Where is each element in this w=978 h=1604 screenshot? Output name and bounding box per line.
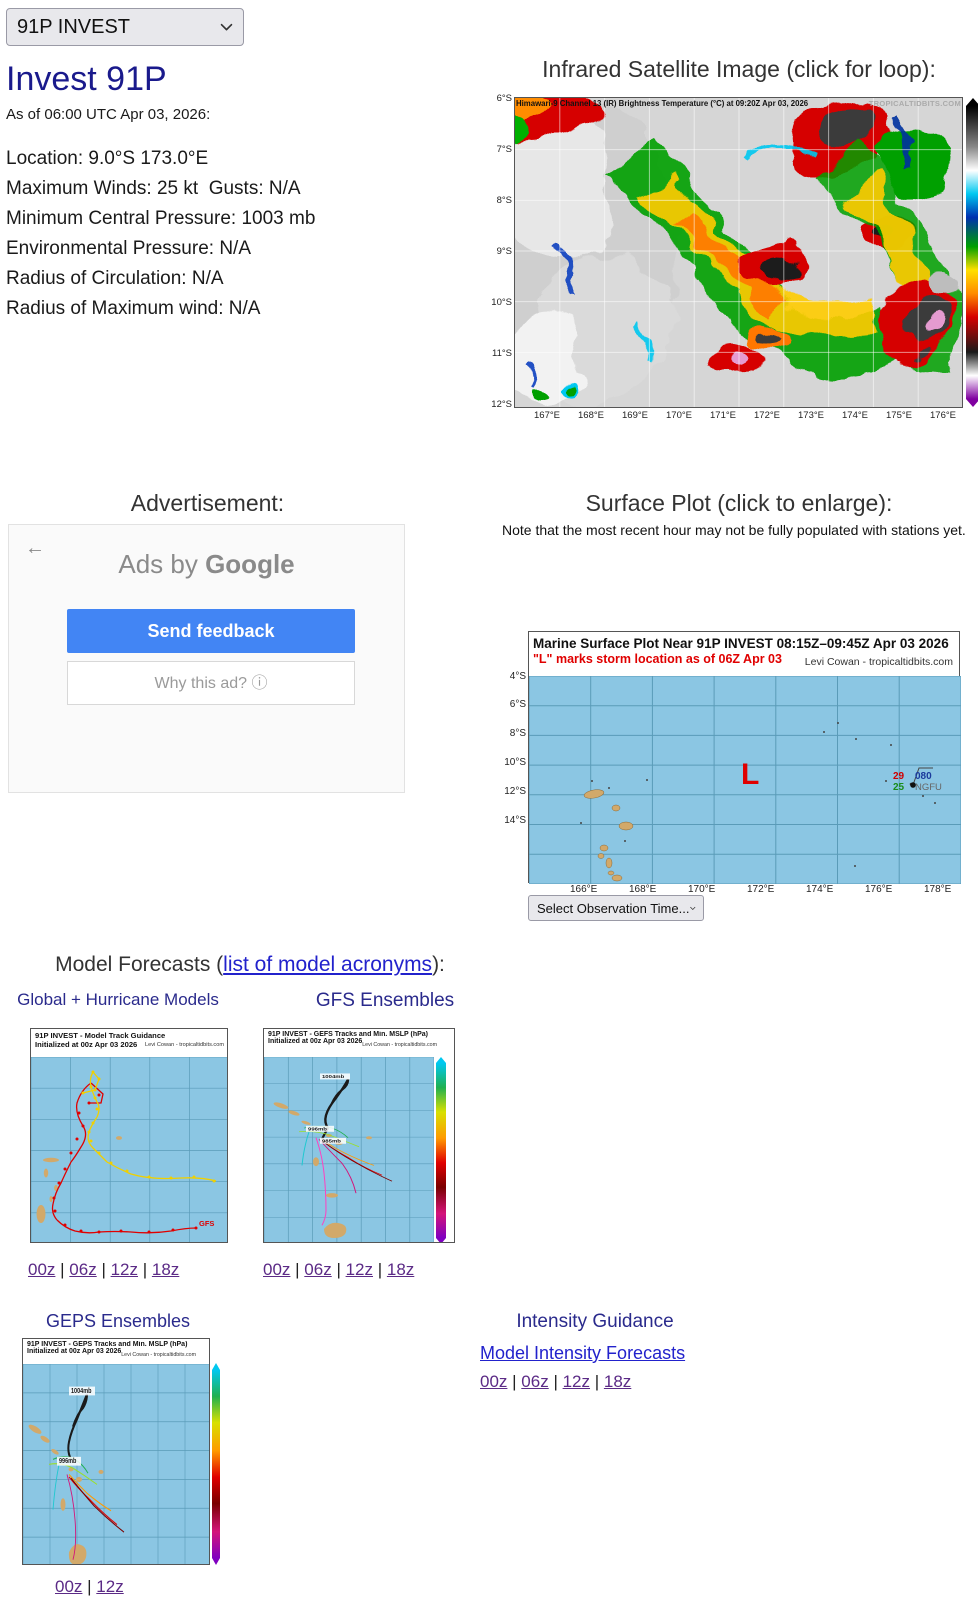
- svg-text:25: 25: [893, 782, 905, 793]
- svg-text:GFS: GFS: [199, 1219, 214, 1228]
- svg-text:29: 29: [893, 771, 905, 782]
- svg-text:996mb: 996mb: [308, 1127, 328, 1132]
- svg-text:L: L: [741, 758, 759, 791]
- svg-text:985mb: 985mb: [322, 1139, 342, 1144]
- svg-text:NGFU: NGFU: [915, 782, 942, 793]
- svg-text:1004mb: 1004mb: [71, 1387, 92, 1395]
- svg-text:996mb: 996mb: [59, 1458, 77, 1466]
- svg-text:080: 080: [915, 771, 932, 782]
- svg-text:1004mb: 1004mb: [322, 1075, 345, 1080]
